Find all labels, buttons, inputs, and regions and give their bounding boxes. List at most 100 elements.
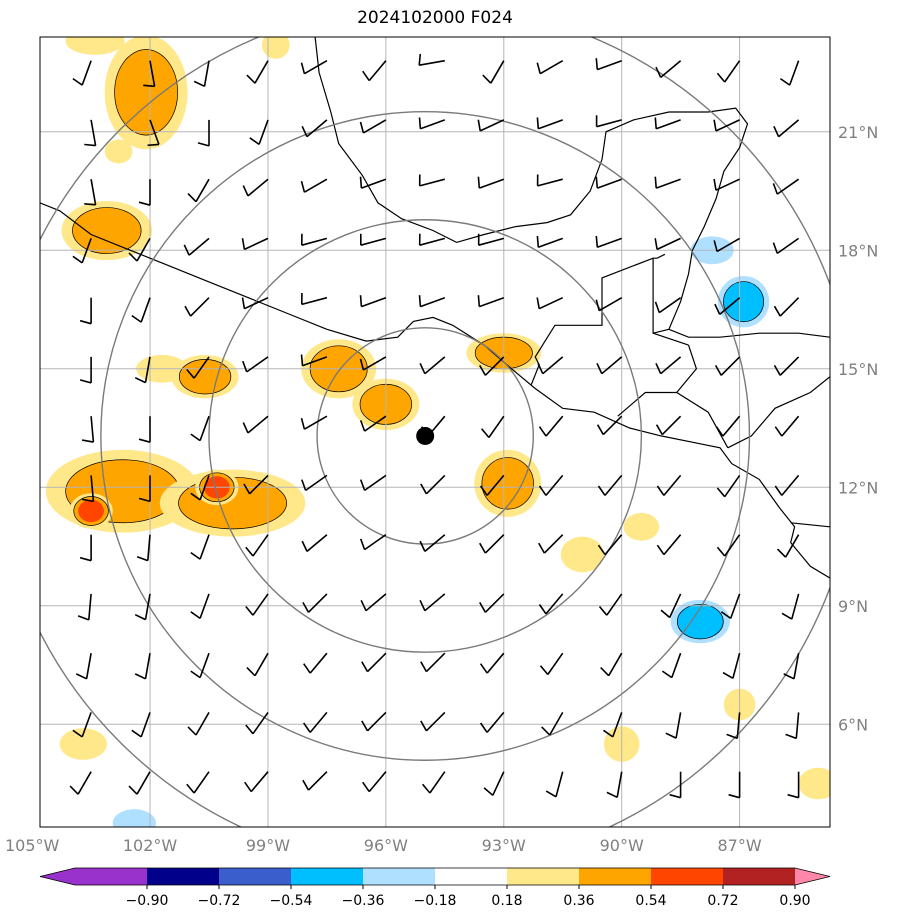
wind-barb xyxy=(728,771,741,799)
wind-barb xyxy=(419,356,446,375)
wind-barb xyxy=(597,474,623,496)
wind-barb xyxy=(420,652,446,673)
wind-barb xyxy=(603,712,623,738)
colorbar-tick-label: 0.54 xyxy=(635,893,666,909)
range-ring xyxy=(208,219,643,653)
range-ring xyxy=(100,110,751,761)
wind-barb xyxy=(249,119,269,146)
wind-barb xyxy=(714,297,741,316)
wind-barb xyxy=(834,298,858,316)
wind-barb xyxy=(660,593,682,619)
wind-barb xyxy=(536,235,563,249)
negative-anomaly-region xyxy=(676,603,724,640)
negative-anomaly-region xyxy=(112,809,157,827)
wind-barb xyxy=(726,712,741,740)
wind-barb xyxy=(69,831,91,852)
wind-barb xyxy=(538,415,564,437)
wind-barb xyxy=(716,534,741,557)
wind-barb xyxy=(301,119,328,138)
wind-barb xyxy=(303,711,328,733)
range-ring xyxy=(316,327,534,545)
wind-barb xyxy=(713,178,740,191)
colorbar-tick-label: 0.18 xyxy=(491,893,522,909)
wind-barb xyxy=(72,60,92,86)
wind-barb xyxy=(242,178,269,197)
wind-barb xyxy=(244,771,269,793)
wind-barb xyxy=(713,119,740,132)
wind-barb xyxy=(241,237,269,251)
wind-barb xyxy=(143,60,156,88)
wind-barb xyxy=(713,237,741,253)
wind-barb xyxy=(834,61,857,81)
wind-barb xyxy=(84,119,97,147)
wind-barb xyxy=(655,60,682,79)
wind-barb xyxy=(301,474,328,492)
wind-barb xyxy=(774,415,800,437)
wind-barb xyxy=(479,534,505,554)
wind-barb xyxy=(303,652,328,674)
wind-barb xyxy=(596,356,623,375)
positive-anomaly-region xyxy=(798,767,830,800)
wind-barb xyxy=(477,233,505,246)
wind-barb xyxy=(539,652,564,676)
colorbar-segment xyxy=(147,868,220,885)
range-rings xyxy=(40,37,830,827)
wind-barb xyxy=(477,119,505,132)
wind-barb xyxy=(418,233,446,246)
wind-barb xyxy=(245,534,269,557)
wind-barb xyxy=(361,711,387,732)
wind-barb xyxy=(772,237,800,255)
wind-barb xyxy=(190,593,210,620)
colorbar-segment xyxy=(435,868,508,885)
wind-barb xyxy=(779,60,800,86)
colorbar-tick-label: 0.72 xyxy=(707,893,738,909)
colorbar-outline xyxy=(39,867,831,886)
positive-anomaly-region xyxy=(104,139,133,164)
longitude-tick-label: 90°W xyxy=(600,836,644,855)
wind-barb xyxy=(419,593,446,612)
wind-barb xyxy=(833,179,858,196)
wind-barb xyxy=(360,593,387,612)
wind-barb xyxy=(131,712,151,738)
wind-barb xyxy=(550,831,563,857)
wind-barb xyxy=(538,474,564,496)
wind-barb xyxy=(147,119,160,147)
wind-barb xyxy=(359,534,387,551)
wind-barb xyxy=(776,534,800,558)
wind-barb xyxy=(359,415,387,432)
wind-barb xyxy=(654,297,682,314)
wind-barb xyxy=(136,534,151,562)
wind-barb xyxy=(245,711,269,735)
latitude-tick-label: 15°N xyxy=(838,360,878,379)
negative-anomaly-region xyxy=(723,281,764,323)
storm-center-marker xyxy=(416,426,435,445)
wind-barb xyxy=(190,415,210,442)
wind-barb xyxy=(190,534,210,560)
country-border xyxy=(617,391,729,449)
wind-barb xyxy=(134,653,151,680)
wind-barb xyxy=(716,60,741,83)
wind-barb xyxy=(138,179,151,206)
wind-barb xyxy=(301,534,328,553)
positive-anomaly-region xyxy=(178,359,232,395)
wind-barb xyxy=(77,593,92,621)
wind-barb xyxy=(190,475,210,501)
chart-title: 2024102000 F024 xyxy=(357,8,513,28)
longitude-tick-label: 87°W xyxy=(718,836,762,855)
colorbar-segment xyxy=(579,868,652,885)
wind-barb xyxy=(773,297,800,317)
wind-barb xyxy=(536,296,564,310)
colorbar-segment xyxy=(723,868,796,885)
positive-anomaly-region xyxy=(59,728,107,760)
wind-barb xyxy=(72,238,92,264)
wind-barb xyxy=(715,415,741,437)
wind-barb xyxy=(665,712,682,739)
coastline xyxy=(40,202,830,579)
wind-barb xyxy=(359,119,387,134)
positive-anomaly-region xyxy=(114,49,178,136)
wind-barb xyxy=(418,53,445,66)
wind-barb xyxy=(184,297,210,317)
wind-barb xyxy=(246,60,269,84)
positive-anomaly-region xyxy=(623,512,660,541)
